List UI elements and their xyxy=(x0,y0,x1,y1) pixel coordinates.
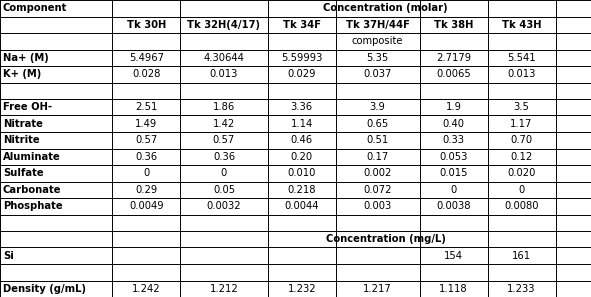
Text: 0.36: 0.36 xyxy=(135,152,157,162)
Text: 0.0080: 0.0080 xyxy=(504,201,539,211)
Text: 0.0044: 0.0044 xyxy=(284,201,319,211)
Text: 0.70: 0.70 xyxy=(511,135,532,145)
Text: Density (g/mL): Density (g/mL) xyxy=(3,284,86,294)
Text: 0.010: 0.010 xyxy=(287,168,316,178)
Text: Tk 37H/44F: Tk 37H/44F xyxy=(346,20,410,30)
Text: 0.12: 0.12 xyxy=(511,152,532,162)
Text: 0.29: 0.29 xyxy=(135,185,157,195)
Text: Tk 38H: Tk 38H xyxy=(434,20,473,30)
Text: Carbonate: Carbonate xyxy=(3,185,61,195)
Text: 1.118: 1.118 xyxy=(439,284,468,294)
Text: 0.002: 0.002 xyxy=(363,168,392,178)
Text: 0.037: 0.037 xyxy=(363,69,392,79)
Text: 0.0038: 0.0038 xyxy=(436,201,471,211)
Text: 4.30644: 4.30644 xyxy=(203,53,245,63)
Text: 5.4967: 5.4967 xyxy=(129,53,164,63)
Text: 154: 154 xyxy=(444,251,463,261)
Text: 1.86: 1.86 xyxy=(213,102,235,112)
Text: 0.013: 0.013 xyxy=(210,69,238,79)
Text: 0.029: 0.029 xyxy=(287,69,316,79)
Text: 0.003: 0.003 xyxy=(363,201,392,211)
Text: 0: 0 xyxy=(450,185,457,195)
Text: 0.05: 0.05 xyxy=(213,185,235,195)
Text: 5.541: 5.541 xyxy=(507,53,536,63)
Text: 0.65: 0.65 xyxy=(366,119,389,129)
Text: 0.46: 0.46 xyxy=(291,135,313,145)
Text: 1.17: 1.17 xyxy=(511,119,532,129)
Text: 1.14: 1.14 xyxy=(291,119,313,129)
Text: 1.212: 1.212 xyxy=(210,284,238,294)
Text: Concentration (molar): Concentration (molar) xyxy=(323,3,448,13)
Text: 0.053: 0.053 xyxy=(439,152,468,162)
Text: Na+ (M): Na+ (M) xyxy=(3,53,48,63)
Text: 0.57: 0.57 xyxy=(213,135,235,145)
Text: 0.40: 0.40 xyxy=(443,119,465,129)
Text: Tk 34F: Tk 34F xyxy=(282,20,321,30)
Text: 3.9: 3.9 xyxy=(370,102,385,112)
Text: 3.36: 3.36 xyxy=(291,102,313,112)
Text: Nitrite: Nitrite xyxy=(3,135,40,145)
Text: 0.218: 0.218 xyxy=(287,185,316,195)
Text: 1.9: 1.9 xyxy=(446,102,462,112)
Text: Nitrate: Nitrate xyxy=(3,119,43,129)
Text: 0.17: 0.17 xyxy=(366,152,389,162)
Text: 0.028: 0.028 xyxy=(132,69,161,79)
Text: 3.5: 3.5 xyxy=(514,102,530,112)
Text: Concentration (mg/L): Concentration (mg/L) xyxy=(326,234,446,244)
Text: 0.015: 0.015 xyxy=(439,168,468,178)
Text: 0.013: 0.013 xyxy=(507,69,536,79)
Text: 0.33: 0.33 xyxy=(443,135,465,145)
Text: 0.20: 0.20 xyxy=(291,152,313,162)
Text: 0.020: 0.020 xyxy=(507,168,536,178)
Text: Tk 43H: Tk 43H xyxy=(502,20,541,30)
Text: Phosphate: Phosphate xyxy=(3,201,63,211)
Text: 2.7179: 2.7179 xyxy=(436,53,471,63)
Text: 1.233: 1.233 xyxy=(507,284,536,294)
Text: 0.0049: 0.0049 xyxy=(129,201,164,211)
Text: Si: Si xyxy=(3,251,14,261)
Text: 1.232: 1.232 xyxy=(287,284,316,294)
Text: 0.57: 0.57 xyxy=(135,135,157,145)
Text: 1.242: 1.242 xyxy=(132,284,161,294)
Text: 5.59993: 5.59993 xyxy=(281,53,323,63)
Text: 5.35: 5.35 xyxy=(366,53,389,63)
Text: K+ (M): K+ (M) xyxy=(3,69,41,79)
Text: Component: Component xyxy=(3,3,67,13)
Text: 0: 0 xyxy=(143,168,150,178)
Text: Free OH-: Free OH- xyxy=(3,102,52,112)
Text: 1.49: 1.49 xyxy=(135,119,157,129)
Text: Tk 30H: Tk 30H xyxy=(126,20,166,30)
Text: 0: 0 xyxy=(518,185,525,195)
Text: 0.36: 0.36 xyxy=(213,152,235,162)
Text: 1.42: 1.42 xyxy=(213,119,235,129)
Text: 0.0032: 0.0032 xyxy=(207,201,241,211)
Text: 0.072: 0.072 xyxy=(363,185,392,195)
Text: 2.51: 2.51 xyxy=(135,102,157,112)
Text: 0: 0 xyxy=(221,168,227,178)
Text: 161: 161 xyxy=(512,251,531,261)
Text: composite: composite xyxy=(352,36,404,46)
Text: 1.217: 1.217 xyxy=(363,284,392,294)
Text: 0.0065: 0.0065 xyxy=(436,69,471,79)
Text: Sulfate: Sulfate xyxy=(3,168,44,178)
Text: Aluminate: Aluminate xyxy=(3,152,61,162)
Text: 0.51: 0.51 xyxy=(366,135,389,145)
Text: Tk 32H(4/17): Tk 32H(4/17) xyxy=(187,20,261,30)
